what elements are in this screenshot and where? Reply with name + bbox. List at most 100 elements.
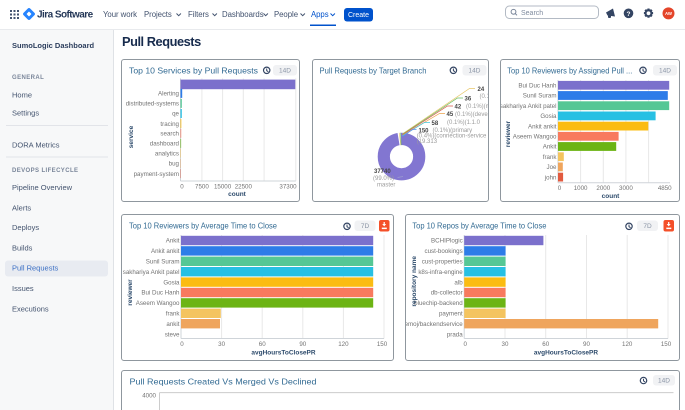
- svg-text:7D: 7D: [643, 223, 652, 230]
- svg-text:7500: 7500: [195, 183, 209, 190]
- svg-text:reviewer: reviewer: [505, 120, 512, 147]
- svg-text:Ankit: Ankit: [166, 238, 180, 245]
- svg-text:45: 45: [446, 112, 453, 118]
- svg-text:Sunil Suram: Sunil Suram: [146, 259, 180, 266]
- svg-text:(0.1%)(1.1.0: (0.1%)(1.1.0: [447, 120, 481, 126]
- svg-text:avgHoursToClosePR: avgHoursToClosePR: [534, 349, 598, 356]
- svg-text:36: 36: [464, 97, 471, 103]
- svg-text:Builds: Builds: [12, 244, 33, 253]
- svg-text:Home: Home: [12, 91, 32, 100]
- svg-text:AW: AW: [665, 11, 673, 16]
- svg-text:steve: steve: [165, 331, 180, 338]
- svg-text:(0.1%)(main: (0.1%)(main: [466, 104, 490, 110]
- svg-text:sakhariya Ankit patel: sakhariya Ankit patel: [123, 269, 180, 276]
- svg-text:Ankit ankit: Ankit ankit: [151, 248, 180, 255]
- svg-text:150: 150: [661, 341, 672, 348]
- svg-text:14D: 14D: [468, 68, 480, 75]
- svg-text:tracing: tracing: [160, 121, 179, 128]
- svg-text:150: 150: [418, 129, 429, 135]
- svg-text:frank: frank: [166, 311, 181, 318]
- svg-text:Gosia: Gosia: [540, 113, 557, 120]
- svg-text:DORA Metrics: DORA Metrics: [12, 141, 60, 150]
- svg-text:Deploys: Deploys: [12, 223, 39, 232]
- svg-text:cust-bookings: cust-bookings: [425, 248, 463, 255]
- svg-text:DEVOPS LIFECYCLE: DEVOPS LIFECYCLE: [12, 168, 78, 174]
- svg-text:k8s-infra-engine: k8s-infra-engine: [418, 269, 463, 276]
- svg-text:distributed-systems: distributed-systems: [126, 101, 179, 108]
- svg-text:SumoLogic Dashboard: SumoLogic Dashboard: [12, 41, 95, 50]
- svg-text:0: 0: [558, 185, 562, 192]
- svg-text:Pull Requests: Pull Requests: [12, 264, 59, 273]
- svg-text:4000: 4000: [142, 392, 156, 399]
- svg-text:14D: 14D: [659, 68, 671, 75]
- svg-text:150: 150: [377, 341, 388, 348]
- svg-text:avgHoursToClosePR: avgHoursToClosePR: [251, 349, 315, 356]
- svg-text:reviewer: reviewer: [127, 279, 134, 306]
- svg-text:Top 10 Reviewers by Average Ti: Top 10 Reviewers by Average Time to Clos…: [129, 221, 277, 231]
- svg-text:24: 24: [477, 87, 484, 93]
- svg-text:service: service: [128, 125, 135, 148]
- svg-text:Search: Search: [521, 10, 543, 17]
- svg-text:Bui Duc Hanh: Bui Duc Hanh: [141, 290, 180, 297]
- svg-text:4850: 4850: [658, 185, 672, 192]
- svg-text:ankit: ankit: [166, 321, 179, 328]
- svg-text:Top 10 Services by Pull Reques: Top 10 Services by Pull Requests: [129, 66, 258, 76]
- svg-text:2000: 2000: [596, 185, 610, 192]
- svg-text:analytics: analytics: [155, 150, 179, 157]
- svg-text:john: john: [544, 174, 557, 181]
- svg-text:qe: qe: [172, 111, 179, 118]
- svg-text:Pipeline Overview: Pipeline Overview: [12, 183, 73, 192]
- svg-text:Dashboards: Dashboards: [222, 10, 264, 19]
- svg-text:Alerts: Alerts: [12, 204, 31, 213]
- svg-text:emoj/backendservice: emoj/backendservice: [406, 321, 463, 328]
- svg-text:Projects: Projects: [144, 10, 172, 19]
- svg-text:90: 90: [299, 341, 306, 348]
- svg-text:Ankit: Ankit: [543, 144, 557, 151]
- svg-text:alb: alb: [454, 279, 463, 286]
- svg-text:58: 58: [431, 121, 438, 127]
- svg-text:payment: payment: [439, 311, 463, 318]
- svg-text:7D: 7D: [361, 223, 370, 230]
- svg-text:bug: bug: [169, 161, 180, 168]
- svg-text:(0.1%)(m: (0.1%)(m: [479, 94, 489, 100]
- svg-text:count: count: [228, 191, 247, 198]
- svg-text:Aseem Wangoo: Aseem Wangoo: [136, 300, 180, 307]
- svg-text:3000: 3000: [619, 185, 633, 192]
- svg-text:Gosia: Gosia: [163, 279, 180, 286]
- svg-text:(99.0%): (99.0%): [373, 176, 394, 182]
- svg-text:db-collector: db-collector: [431, 290, 463, 297]
- svg-text:Top 10 Repos by Average Time t: Top 10 Repos by Average Time to Close: [412, 221, 546, 231]
- svg-text:Pull Requests Created Vs Merge: Pull Requests Created Vs Merged Vs Decli…: [130, 377, 317, 387]
- svg-text:30: 30: [502, 341, 509, 348]
- svg-text:(19.313: (19.313: [416, 139, 437, 145]
- svg-text:Executions: Executions: [12, 305, 49, 314]
- svg-text:120: 120: [338, 341, 349, 348]
- svg-text:Settings: Settings: [12, 109, 39, 118]
- svg-text:14D: 14D: [279, 68, 291, 75]
- svg-text:repository name: repository name: [411, 256, 418, 307]
- svg-text:GENERAL: GENERAL: [12, 75, 44, 81]
- svg-text:Sunil Suram: Sunil Suram: [523, 93, 557, 100]
- svg-text:0: 0: [180, 341, 184, 348]
- svg-text:count: count: [602, 193, 621, 200]
- svg-text:0: 0: [463, 341, 467, 348]
- svg-text:bluechip-backend: bluechip-backend: [414, 300, 463, 307]
- svg-text:cust-properties: cust-properties: [422, 259, 463, 266]
- svg-text:prada: prada: [447, 331, 463, 338]
- svg-text:15000: 15000: [214, 183, 232, 190]
- svg-text:Issues: Issues: [12, 284, 34, 293]
- svg-text:Jira Software: Jira Software: [37, 10, 94, 21]
- svg-text:Your work: Your work: [103, 10, 137, 19]
- svg-text:30: 30: [218, 341, 225, 348]
- svg-text:Alerting: Alerting: [158, 91, 180, 98]
- svg-text:dashboard: dashboard: [150, 141, 180, 148]
- svg-text:Top 10 Reviewers by Assigned P: Top 10 Reviewers by Assigned Pull ...: [507, 66, 632, 76]
- svg-text:1000: 1000: [574, 185, 588, 192]
- svg-text:master: master: [377, 182, 395, 188]
- svg-text:(0.4%)(connection-service: (0.4%)(connection-service: [416, 133, 486, 139]
- svg-text:(0.1%)(primary: (0.1%)(primary: [432, 128, 472, 134]
- svg-text:0: 0: [180, 183, 184, 190]
- svg-text:?: ?: [627, 11, 631, 18]
- svg-text:People: People: [274, 10, 298, 19]
- svg-text:frank: frank: [543, 154, 558, 161]
